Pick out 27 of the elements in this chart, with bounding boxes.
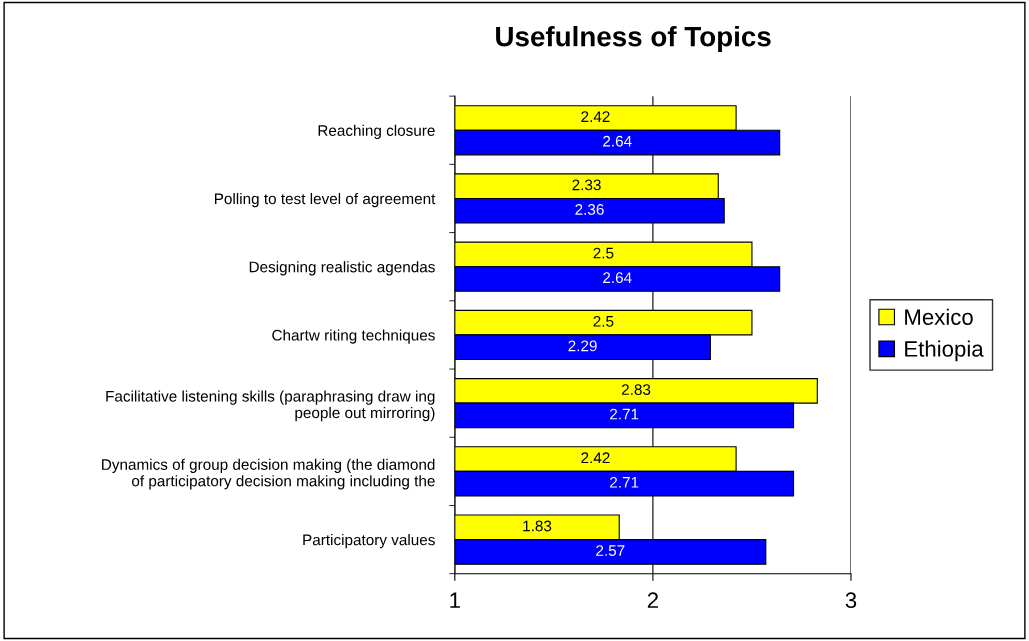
y-tick-label: Designing realistic agendas xyxy=(249,261,435,276)
legend-label: Mexico xyxy=(905,308,973,325)
data-label: 2.5 xyxy=(593,315,614,327)
data-label: 2.42 xyxy=(581,111,610,122)
data-label: 2.33 xyxy=(572,179,601,191)
y-tick-label: Polling to test level of agreement xyxy=(214,192,436,208)
y-tick-label: Dynamics of group decision making (the diamond of participatory decision making including the xyxy=(102,458,435,490)
data-label: 2.64 xyxy=(603,272,632,284)
chart-title: Usefulness of Topics xyxy=(496,26,771,52)
data-label: 2.57 xyxy=(596,545,625,556)
data-label: 2.5 xyxy=(593,247,614,259)
data-label: 2.71 xyxy=(610,408,639,420)
x-tick-label: 2 xyxy=(647,592,658,608)
data-label: 2.42 xyxy=(581,452,610,464)
data-label: 1.83 xyxy=(523,520,552,532)
y-tick-label: Reaching closure xyxy=(318,124,435,139)
legend-label: Ethiopia xyxy=(905,340,984,362)
data-label: 2.71 xyxy=(610,476,639,488)
data-label: 2.64 xyxy=(603,135,632,147)
y-tick-label: Facilitative listening skills (paraphrasing draw ing people out mirroring) xyxy=(106,390,435,422)
y-tick-label: Chartw riting techniques xyxy=(272,329,435,344)
data-label: 2.36 xyxy=(575,204,604,215)
data-label: 2.83 xyxy=(621,384,651,395)
y-tick-label: Participatory values xyxy=(303,534,435,549)
x-tick-label: 3 xyxy=(845,592,857,609)
data-label: 2.29 xyxy=(568,340,597,352)
x-tick-label: 1 xyxy=(450,592,460,608)
